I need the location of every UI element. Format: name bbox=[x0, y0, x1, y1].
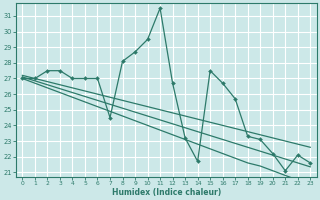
X-axis label: Humidex (Indice chaleur): Humidex (Indice chaleur) bbox=[112, 188, 221, 197]
